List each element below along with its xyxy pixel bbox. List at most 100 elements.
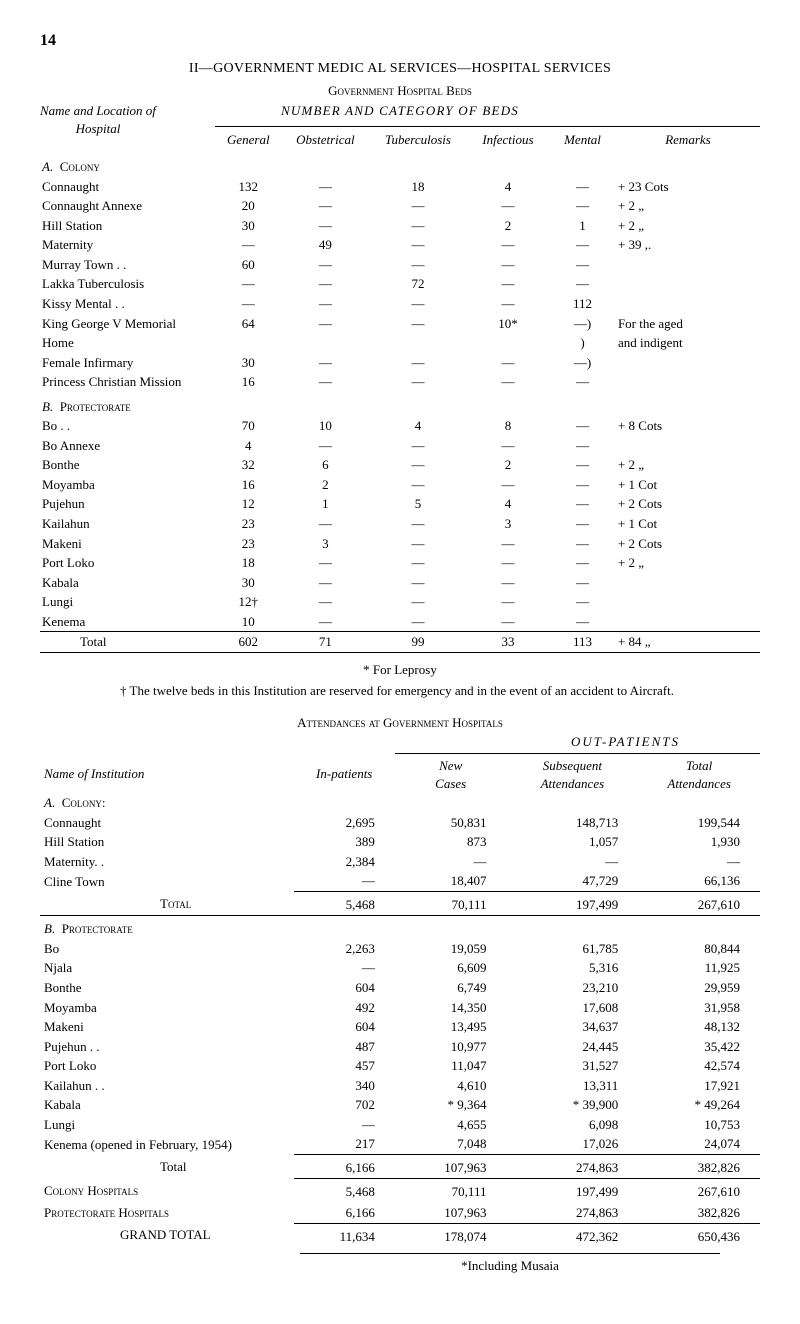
cell-value: 2 [467,455,549,475]
cell-value: 23,210 [506,978,638,998]
table-row: Bonthe326—2—+ 2 „ [40,455,760,475]
cell-value: * 9,364 [395,1095,507,1115]
cell-value: 3 [282,534,369,554]
col-remarks: Remarks [616,126,760,152]
hospital-name: Lakka Tuberculosis [40,274,215,294]
table-row: Bo Annexe4———— [40,436,760,456]
beds-table: General Obstetrical Tuberculosis Infecti… [40,126,760,653]
cell-value: — [282,592,369,612]
cell-value: 4 [369,416,467,436]
cell-value: 1 [549,216,616,236]
col-general: General [215,126,282,152]
cell-value: — [282,372,369,392]
remark-cell: and indigent [616,333,760,353]
cell-value: — [294,1115,395,1135]
cell-value: 4,655 [395,1115,507,1135]
institution-name: Maternity. . [40,852,294,872]
remark-cell: + 23 Cots [616,177,760,197]
cell-value: 11,925 [638,958,760,978]
cell-value: — [369,573,467,593]
cell-value: 6,098 [506,1115,638,1135]
cell-value: 66,136 [638,871,760,891]
prot-total-new: 107,963 [395,1154,507,1179]
cell-value: 6 [282,455,369,475]
cell-value: 14,350 [395,998,507,1018]
cell-value: — [467,294,549,314]
cell-value: — [294,871,395,891]
total-remarks: + 84 „ [616,632,760,653]
cell-value: 31,527 [506,1056,638,1076]
table-row: Home)and indigent [40,333,760,353]
cell-value: — [549,436,616,456]
grand-total-row: GRAND TOTAL 11,634 178,074 472,362 650,4… [40,1223,760,1247]
cell-value: — [549,177,616,197]
hospital-name: Murray Town . . [40,255,215,275]
in-patients-label: In-patients [294,753,395,793]
institution-name: Moyamba [40,998,294,1018]
table-row: Murray Town . .60———— [40,255,760,275]
table-row: King George V Memorial64——10*—)For the a… [40,314,760,334]
protectorate-hospitals-label: Protectorate Hospitals [44,1205,169,1220]
table-row: Hill Station3898731,0571,930 [40,832,760,852]
cell-value: * 49,264 [638,1095,760,1115]
cell-value: 32 [215,455,282,475]
hospital-name: Kissy Mental . . [40,294,215,314]
colony-total-sub: 197,499 [506,891,638,916]
table-row: Maternity. .2,384——— [40,852,760,872]
cell-value: — [638,852,760,872]
cell-value: 16 [215,475,282,495]
cell-value: 80,844 [638,939,760,959]
cell-value: 18 [215,553,282,573]
cell-value: 30 [215,573,282,593]
cell-value: 12† [215,592,282,612]
total-mental: 113 [549,632,616,653]
total-label: Total [40,632,215,653]
remark-cell: + 2 „ [616,196,760,216]
colony-label: Colony [60,159,100,174]
cell-value: — [369,235,467,255]
cell-value: 148,713 [506,813,638,833]
table-row: Bo2,26319,05961,78580,844 [40,939,760,959]
institution-name: Bonthe [40,978,294,998]
cell-value: 10,753 [638,1115,760,1135]
colony-hospitals-row: Colony Hospitals 5,468 70,111 197,499 26… [40,1179,760,1203]
cell-value: 604 [294,978,395,998]
table-row: Pujehun . .48710,97724,44535,422 [40,1037,760,1057]
cell-value: 31,958 [638,998,760,1018]
cell-value: 42,574 [638,1056,760,1076]
cell-value: — [282,255,369,275]
cell-value: — [282,216,369,236]
cell-value: — [282,573,369,593]
dagger-note: † The twelve beds in this Institution ar… [120,682,700,700]
cell-value: — [549,235,616,255]
cell-value: 49 [282,235,369,255]
prot-total-tot: 382,826 [638,1154,760,1179]
table-row: Bonthe6046,74923,21029,959 [40,978,760,998]
cell-value: — [549,612,616,632]
cell-value: — [282,177,369,197]
cell-value: — [282,274,369,294]
table-row: Connaught2,69550,831148,713199,544 [40,813,760,833]
hospital-name: Pujehun [40,494,215,514]
cell-value: — [467,573,549,593]
remark-cell: + 1 Cot [616,514,760,534]
cell-value: 4 [467,494,549,514]
cell-value: 199,544 [638,813,760,833]
cell-value: 340 [294,1076,395,1096]
hospital-name: Maternity [40,235,215,255]
col-mental: Mental [549,126,616,152]
cell-value: — [549,534,616,554]
institution-name: Cline Town [40,871,294,891]
cell-value: 604 [294,1017,395,1037]
cell-value: 6,609 [395,958,507,978]
cell-value: ) [549,333,616,353]
institution-name: Port Loko [40,1056,294,1076]
hospital-name: Lungi [40,592,215,612]
cell-value: 35,422 [638,1037,760,1057]
cell-value: 457 [294,1056,395,1076]
cell-value: 487 [294,1037,395,1057]
grand-total-label: GRAND TOTAL [40,1223,294,1247]
cell-value: 48,132 [638,1017,760,1037]
cell-value: — [549,475,616,495]
table-row: Port Loko18————+ 2 „ [40,553,760,573]
